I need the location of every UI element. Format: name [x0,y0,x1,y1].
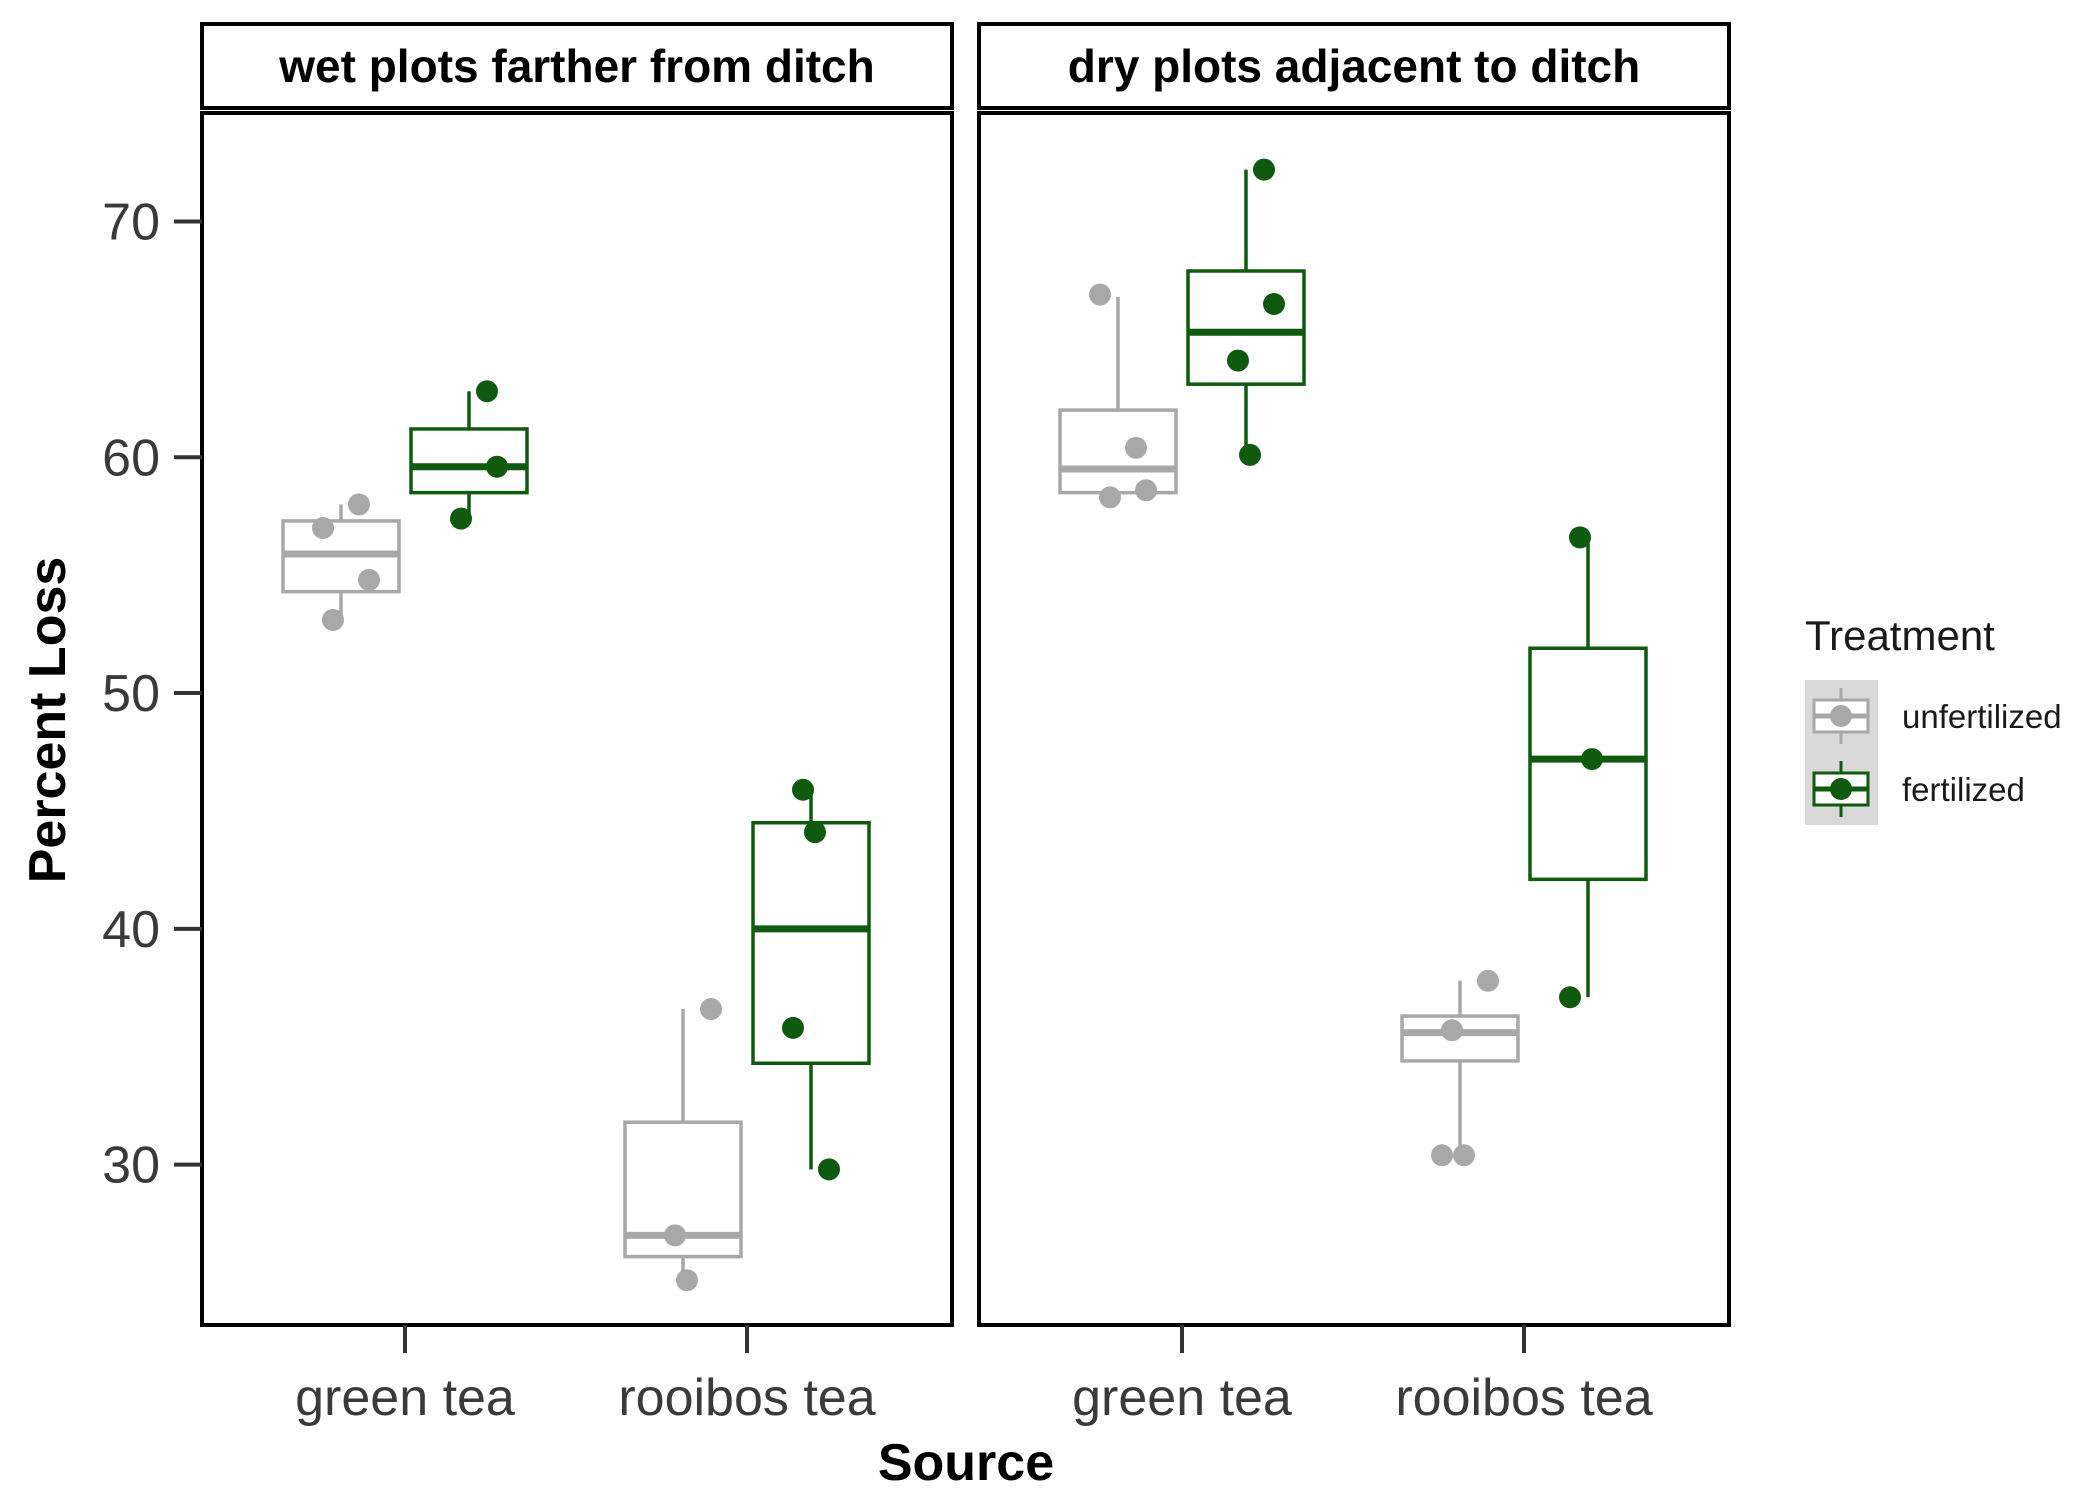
facet-strip-label: dry plots adjacent to ditch [1068,40,1641,92]
facet-strip-label: wet plots farther from ditch [278,40,874,92]
data-point [1569,526,1591,549]
data-point [1099,486,1121,509]
x-tick-label: green tea [295,1369,515,1427]
box-iqr [1058,408,1178,495]
boxplot-fertilized [1186,158,1306,466]
data-point [1253,158,1275,181]
box-iqr [409,427,529,495]
legend: Treatment unfertilized fertilized [1805,612,2062,825]
data-point [322,608,344,631]
data-point [1227,349,1249,372]
legend-key-fertilized [1812,761,1870,817]
legend-key-point [1830,705,1852,727]
data-point [1431,1144,1453,1167]
data-point [476,380,498,403]
data-point [1477,969,1499,992]
legend-title: Treatment [1805,612,1995,659]
data-point [676,1269,698,1292]
x-tick-label: green tea [1072,1369,1292,1427]
boxplot-unfertilized [623,998,743,1292]
data-point [804,821,826,844]
facet-strip [200,22,954,110]
box-iqr [751,821,871,1066]
data-point [1581,748,1603,771]
y-tick-label: 30 [102,1137,160,1195]
data-point [1135,479,1157,502]
data-point [1263,292,1285,315]
boxplot-fertilized [751,778,871,1181]
y-tick-label: 40 [102,901,160,959]
data-point [348,493,370,516]
data-point [312,517,334,540]
panel-border [200,111,954,1327]
boxplot-unfertilized [281,493,401,631]
data-point [1453,1144,1475,1167]
y-axis: 30 40 50 60 70 [102,193,202,1195]
x-tick-label: rooibos tea [618,1369,875,1427]
data-point [1125,436,1147,459]
boxplot-fertilized [409,380,529,530]
x-tick-label: rooibos tea [1395,1369,1652,1427]
legend-label: fertilized [1902,771,2025,808]
facet-strip [977,22,1731,110]
data-point [664,1224,686,1247]
boxplot-unfertilized [1400,969,1520,1167]
data-point [1089,283,1111,306]
boxplot-unfertilized [1058,283,1178,509]
data-point [782,1016,804,1039]
facet-panel: wet plots farther from ditch green tea roo… [200,22,954,1427]
y-tick-label: 60 [102,429,160,487]
data-point [450,507,472,530]
facet-panel: dry plots adjacent to ditch green tea rooi… [977,22,1731,1427]
y-axis-title: Percent Loss [19,557,77,884]
legend-key-unfertilized [1812,688,1870,744]
data-point [1441,1019,1463,1042]
x-axis-title: Source [878,1434,1054,1492]
panels: wet plots farther from ditch green tea roo… [200,22,1731,1427]
y-tick-label: 70 [102,193,160,251]
data-point [1239,443,1261,466]
legend-label: unfertilized [1902,698,2062,735]
data-point [1559,986,1581,1009]
data-point [792,778,814,801]
data-point [486,455,508,478]
data-point [700,998,722,1021]
data-point [818,1158,840,1181]
legend-key-point [1830,778,1852,800]
data-point [358,568,380,591]
y-tick-label: 50 [102,665,160,723]
boxplot-fertilized [1528,526,1648,1009]
